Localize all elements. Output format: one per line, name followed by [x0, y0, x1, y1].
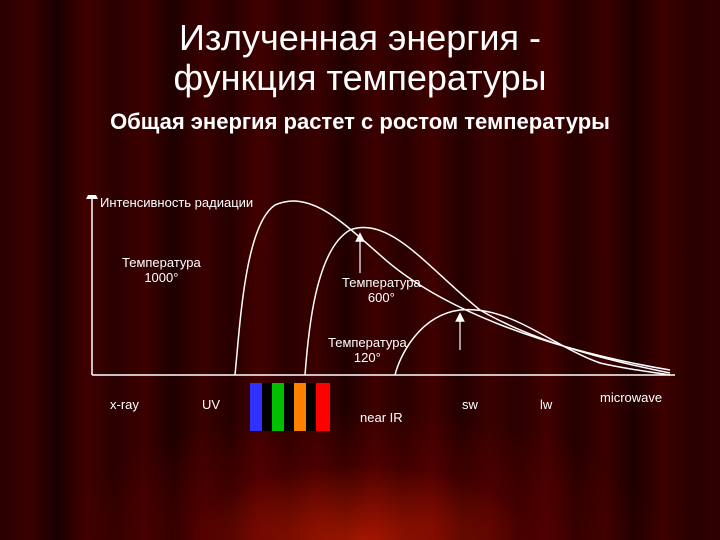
curve-1000: [235, 201, 670, 375]
spectrum-bar: [316, 383, 330, 431]
radiation-chart: Интенсивность радиации Температура 1000°…: [80, 195, 680, 455]
label-temp-120: Температура 120°: [328, 335, 407, 365]
title-line-2: функция температуры: [173, 57, 546, 98]
spectrum-bar: [272, 383, 284, 431]
spectrum-bar: [284, 383, 294, 431]
y-axis-label: Интенсивность радиации: [100, 195, 253, 210]
label-temp-600: Температура 600°: [342, 275, 421, 305]
label-microwave: microwave: [600, 390, 662, 405]
spectrum-bar: [306, 383, 316, 431]
label-sw: sw: [462, 397, 478, 412]
label-lw: lw: [540, 397, 552, 412]
slide-subtitle: Общая энергия растет с ростом температур…: [0, 109, 720, 135]
label-near-ir: near IR: [360, 410, 403, 425]
spectrum-bar: [262, 383, 272, 431]
spectrum-bar: [294, 383, 306, 431]
label-temp-1000: Температура 1000°: [122, 255, 201, 285]
label-xray: x-ray: [110, 397, 139, 412]
spectrum-bar: [250, 383, 262, 431]
title-line-1: Излученная энергия -: [179, 17, 541, 58]
slide-title: Излученная энергия - функция температуры: [0, 18, 720, 97]
visible-spectrum: [250, 383, 330, 431]
label-uv: UV: [202, 397, 220, 412]
curve-120: [395, 310, 670, 375]
slide-content: { "title_line1": "Излученная энергия -",…: [0, 0, 720, 540]
